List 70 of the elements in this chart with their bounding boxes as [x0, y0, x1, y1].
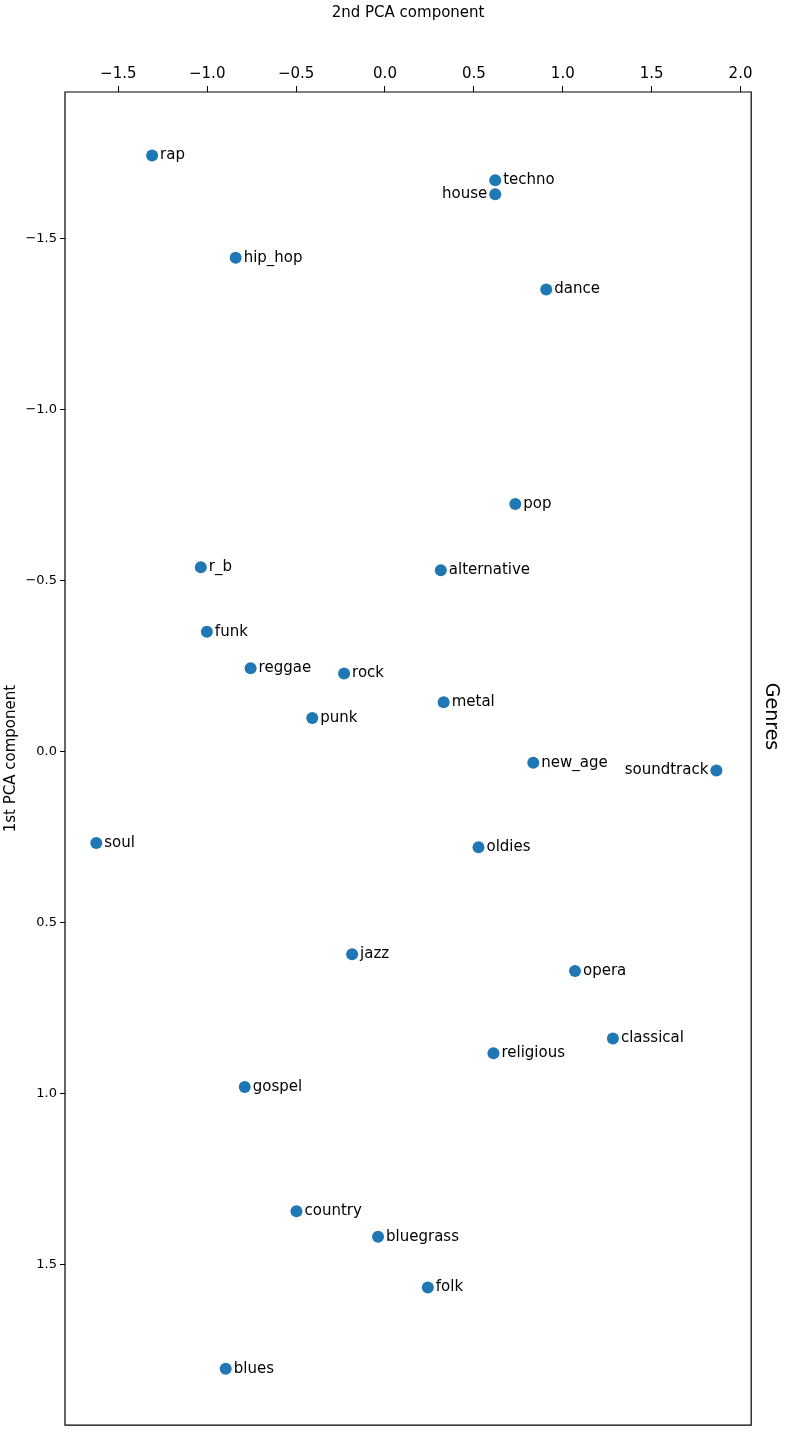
annotation: techno	[503, 170, 555, 189]
point	[346, 948, 359, 961]
annotation: new_age	[541, 752, 608, 772]
point	[200, 625, 213, 638]
y-tick-label: 1.5	[36, 1255, 57, 1271]
point	[229, 251, 242, 264]
annotation: folk	[435, 1277, 464, 1296]
y-tick-label: −0.5	[25, 572, 57, 588]
point	[306, 711, 319, 724]
annotation: house	[441, 184, 488, 203]
point	[194, 561, 207, 574]
point	[710, 764, 723, 777]
annotation: funk	[214, 621, 249, 640]
annotation: r_b	[208, 557, 233, 577]
x-tick-label: −1.5	[100, 63, 137, 82]
y-tick-label: 0.0	[36, 743, 57, 759]
y-axis-title: 1st PCA component	[0, 684, 19, 833]
annotation: dance	[554, 279, 600, 298]
point	[606, 1032, 619, 1045]
annotation: alternative	[448, 560, 531, 579]
point	[540, 283, 553, 296]
point	[238, 1081, 251, 1094]
annotation: rock	[352, 663, 385, 682]
point	[437, 696, 450, 709]
point	[219, 1362, 232, 1375]
point	[421, 1281, 434, 1294]
annotation: religious	[501, 1043, 566, 1062]
point	[434, 564, 447, 577]
x-tick-label: 0.5	[461, 63, 486, 82]
x-tick-label: 1.5	[639, 63, 664, 82]
point	[472, 841, 485, 854]
annotation: punk	[320, 707, 358, 726]
x-tick-label: 2.0	[728, 63, 753, 82]
annotation: reggae	[258, 658, 312, 677]
annotation: soul	[104, 832, 135, 851]
x-tick-label: −1.0	[189, 63, 226, 82]
point	[90, 837, 103, 850]
annotation: country	[304, 1201, 362, 1220]
annotation: blues	[233, 1358, 275, 1377]
annotation: pop	[523, 493, 552, 512]
point	[489, 174, 502, 187]
point	[509, 497, 522, 510]
x-axis-title: 2nd PCA component	[331, 2, 485, 21]
annotation: classical	[620, 1028, 684, 1047]
annotation: gospel	[252, 1077, 303, 1095]
point	[290, 1205, 303, 1218]
point	[527, 756, 540, 769]
point	[244, 662, 257, 675]
y-tick-label: 1.0	[36, 1084, 57, 1100]
annotation: rap	[160, 145, 185, 164]
point	[487, 1047, 500, 1060]
annotation: jazz	[359, 944, 390, 963]
point	[372, 1230, 385, 1243]
annotation: opera	[583, 960, 627, 979]
x-tick-label: −0.5	[277, 63, 315, 82]
y-tick-label: −1.5	[25, 230, 57, 246]
annotation: soundtrack	[624, 760, 709, 779]
point	[489, 188, 502, 201]
annotation: metal	[451, 692, 495, 711]
y-tick-label: 0.5	[36, 914, 57, 930]
text: Genres	[761, 682, 784, 751]
point	[146, 149, 159, 162]
point	[569, 964, 582, 977]
annotation: oldies	[486, 837, 531, 856]
x-tick-label: 0.0	[373, 63, 397, 82]
point	[338, 667, 351, 680]
y-tick-label: −1.0	[25, 401, 57, 417]
annotation: hip_hop	[243, 247, 303, 267]
annotation: bluegrass	[386, 1226, 460, 1245]
x-tick-label: 1.0	[550, 63, 575, 82]
